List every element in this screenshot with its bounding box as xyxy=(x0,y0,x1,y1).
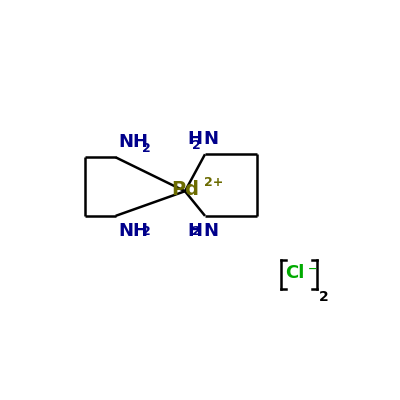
Text: 2+: 2+ xyxy=(204,176,224,189)
Text: NH: NH xyxy=(119,133,149,151)
Text: H: H xyxy=(187,222,202,240)
Text: 2: 2 xyxy=(192,139,200,152)
Text: N: N xyxy=(204,130,218,148)
Text: 2: 2 xyxy=(192,225,200,238)
Text: Pd: Pd xyxy=(171,180,199,199)
Text: Cl: Cl xyxy=(286,264,305,282)
Text: NH: NH xyxy=(119,222,149,240)
Text: N: N xyxy=(204,222,218,240)
Text: 2: 2 xyxy=(318,290,328,304)
Text: H: H xyxy=(187,130,202,148)
Text: 2: 2 xyxy=(142,142,151,155)
Text: −: − xyxy=(308,264,317,274)
Text: 2: 2 xyxy=(142,225,151,238)
